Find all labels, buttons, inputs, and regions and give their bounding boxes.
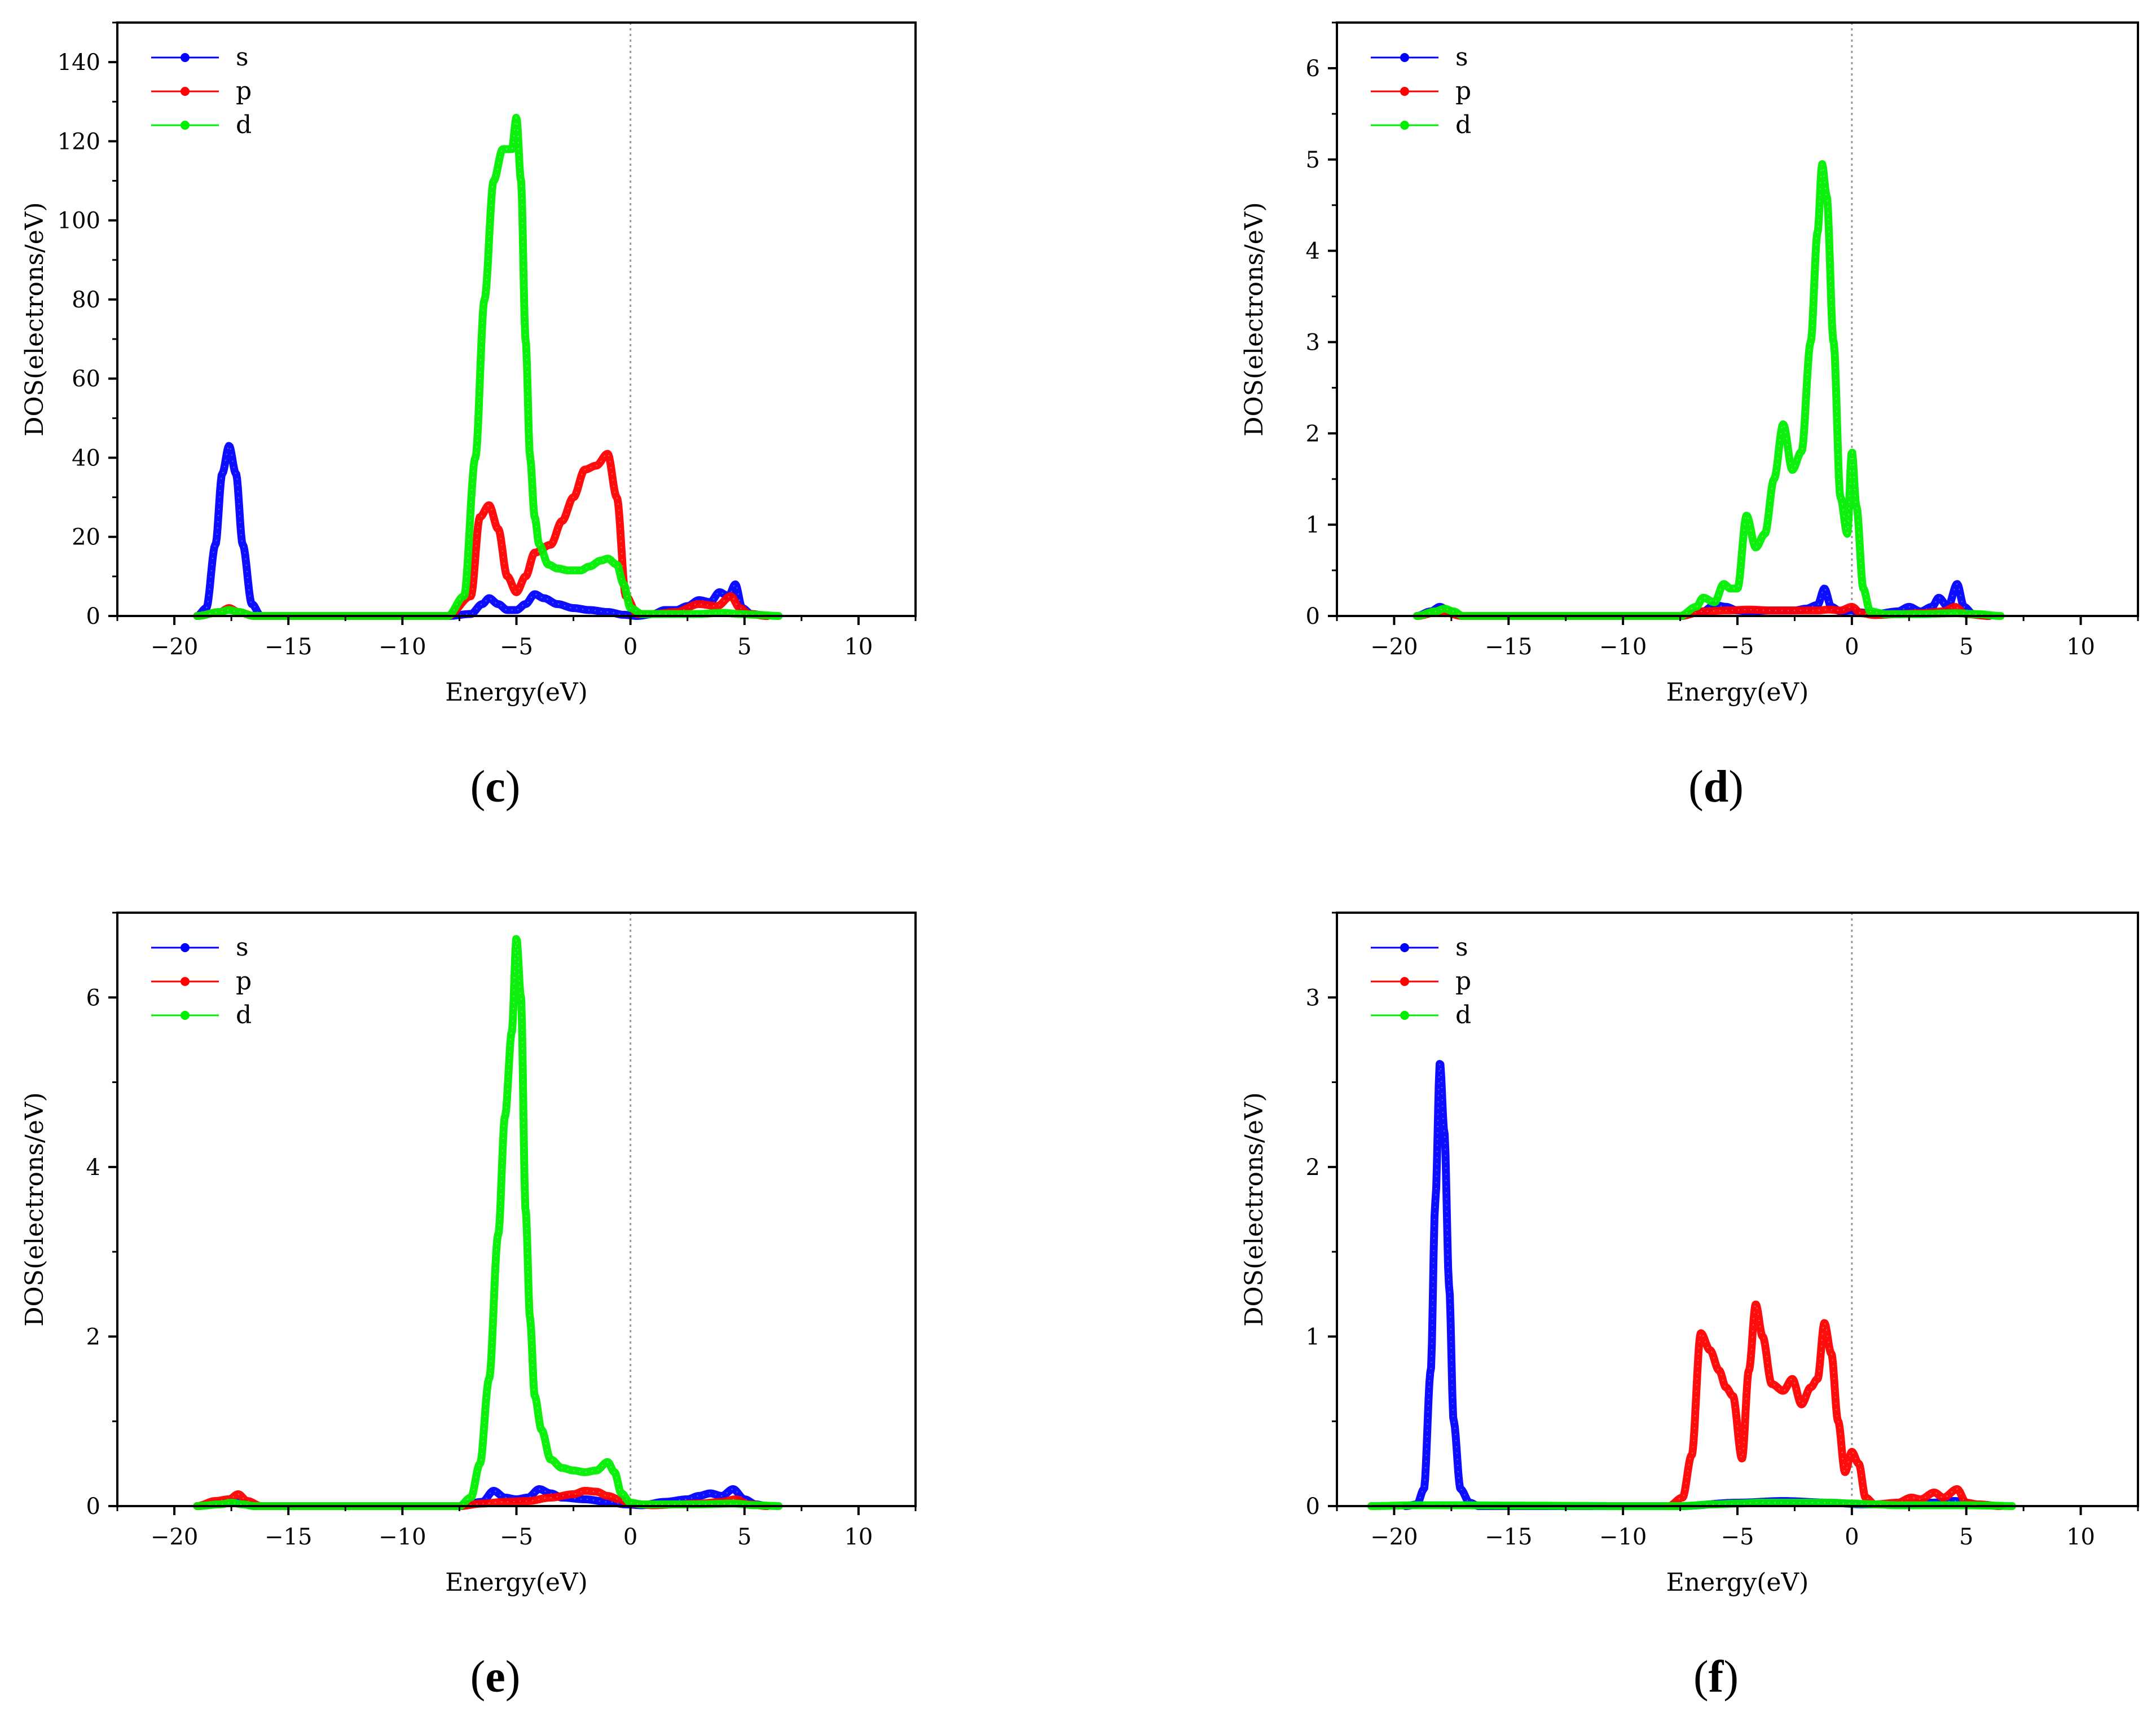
x-tick-label: 10 [844, 1524, 873, 1550]
chart-e: −20 −15 −10 −5 0 5 10 0 2 4 6 Energy(eV) DOS(electro… [20, 912, 917, 1597]
x-tick-label: −20 [151, 1524, 198, 1550]
legend-marker-d [1400, 121, 1409, 130]
legend-label-d: d [1455, 1001, 1471, 1029]
x-tick-label: 0 [623, 1524, 637, 1550]
x-tick-label: −15 [265, 634, 312, 660]
legend-marker-d [181, 1011, 190, 1020]
legend-marker-p [181, 87, 190, 96]
legend-marker-d [1400, 1011, 1409, 1020]
y-tick-label: 20 [72, 525, 100, 551]
y-tick-label: 80 [72, 287, 100, 313]
x-axis-label: Energy(eV) [445, 1568, 588, 1597]
x-tick-label: 5 [1959, 1524, 1973, 1550]
caption-d: (d) [1688, 762, 1744, 812]
x-axis-label: Energy(eV) [445, 678, 588, 707]
legend-marker-p [1400, 87, 1409, 96]
y-tick-label: 6 [86, 985, 100, 1011]
caption-e: (e) [470, 1652, 521, 1702]
x-tick-label: 0 [623, 634, 637, 660]
caption-f: (f) [1693, 1652, 1739, 1702]
y-tick-label: 3 [1306, 329, 1320, 355]
chart-c: −20 −15 −10 −5 0 5 10020406080100120140Energy(… [20, 21, 917, 707]
x-tick-label: −15 [265, 1524, 312, 1550]
legend-marker-s [181, 53, 190, 62]
y-tick-label: 6 [1306, 56, 1320, 82]
x-tick-label: −20 [1370, 634, 1418, 660]
x-tick-label: 0 [1845, 1524, 1859, 1550]
y-tick-label: 0 [1306, 604, 1320, 630]
x-tick-label: 10 [844, 634, 873, 660]
legend-label-p: p [236, 77, 252, 105]
y-tick-label: 3 [1306, 985, 1320, 1011]
legend-label-d: d [236, 1001, 252, 1029]
y-tick-label: 60 [72, 366, 100, 392]
legend-marker-p [181, 977, 190, 986]
legend-label-d: d [236, 111, 252, 139]
y-tick-label: 120 [58, 129, 100, 155]
legend-marker-s [1400, 943, 1409, 952]
legend-marker-s [1400, 53, 1409, 62]
y-tick-label: 2 [86, 1324, 100, 1350]
y-tick-label: 40 [72, 445, 100, 471]
y-tick-label: 4 [1306, 239, 1320, 265]
y-tick-label: 2 [1306, 1155, 1320, 1181]
x-tick-label: 5 [737, 634, 751, 660]
y-tick-label: 140 [58, 50, 100, 76]
x-tick-label: −5 [500, 1524, 533, 1550]
legend-label-p: p [1455, 77, 1471, 105]
legend-label-p: p [236, 967, 252, 996]
y-axis-label: DOS(electrons/eV) [1240, 1092, 1269, 1326]
x-axis-label: Energy(eV) [1666, 678, 1809, 707]
legend-marker-d [181, 121, 190, 130]
legend-label-d: d [1455, 111, 1471, 139]
x-tick-label: 10 [2066, 634, 2095, 660]
y-tick-label: 0 [1306, 1494, 1320, 1520]
x-tick-label: −10 [379, 634, 426, 660]
chart-f: −20 −15 −10 −5 0 5 10 0 1 2 3 Energy(eV) DOS(electro… [1240, 912, 2139, 1597]
x-tick-label: −10 [1599, 1524, 1647, 1550]
legend-marker-p [1400, 977, 1409, 986]
x-tick-label: 5 [1959, 634, 1973, 660]
legend-label-s: s [236, 43, 249, 72]
x-tick-label: −20 [1370, 1524, 1418, 1550]
y-axis-label: DOS(electrons/eV) [1240, 202, 1269, 436]
x-tick-label: 5 [737, 1524, 751, 1550]
legend-marker-s [181, 943, 190, 952]
y-tick-label: 1 [1306, 1324, 1320, 1350]
legend-label-p: p [1455, 967, 1471, 996]
x-tick-label: −10 [1599, 634, 1647, 660]
y-tick-label: 2 [1306, 421, 1320, 447]
x-tick-label: −15 [1485, 1524, 1532, 1550]
legend-label-s: s [1455, 933, 1468, 962]
legend-label-s: s [1455, 43, 1468, 72]
series-line-p [1665, 1300, 2005, 1510]
y-axis-label: DOS(electrons/eV) [20, 202, 49, 436]
y-tick-label: 4 [86, 1155, 100, 1181]
x-tick-label: −20 [151, 634, 198, 660]
x-tick-label: −5 [1721, 1524, 1754, 1550]
x-tick-label: 10 [2066, 1524, 2095, 1550]
x-tick-label: −5 [1721, 634, 1754, 660]
y-tick-label: 0 [86, 604, 100, 630]
x-tick-label: −15 [1485, 634, 1532, 660]
chart-d: −20 −15 −10 −5 0 5 10 0 1 2 3 4 5 6 Energy(eV) DOS(elec… [1240, 21, 2139, 707]
legend-label-s: s [236, 933, 249, 962]
x-axis-label: Energy(eV) [1666, 1568, 1809, 1597]
x-tick-label: 0 [1845, 634, 1859, 660]
y-tick-label: 1 [1306, 512, 1320, 538]
x-tick-label: −10 [379, 1524, 426, 1550]
y-tick-label: 100 [58, 208, 100, 234]
y-tick-label: 5 [1306, 147, 1320, 173]
x-tick-label: −5 [500, 634, 533, 660]
y-axis-label: DOS(electrons/eV) [20, 1092, 49, 1326]
caption-c: (c) [470, 762, 521, 812]
y-tick-label: 0 [86, 1494, 100, 1520]
